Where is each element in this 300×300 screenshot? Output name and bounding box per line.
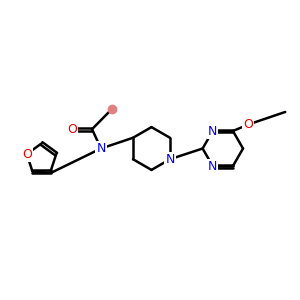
Text: O: O	[67, 123, 77, 136]
Text: O: O	[243, 118, 253, 131]
Text: N: N	[165, 153, 175, 166]
Text: N: N	[208, 124, 218, 137]
Text: O: O	[22, 148, 32, 160]
Text: N: N	[208, 160, 218, 172]
Text: N: N	[96, 142, 106, 155]
